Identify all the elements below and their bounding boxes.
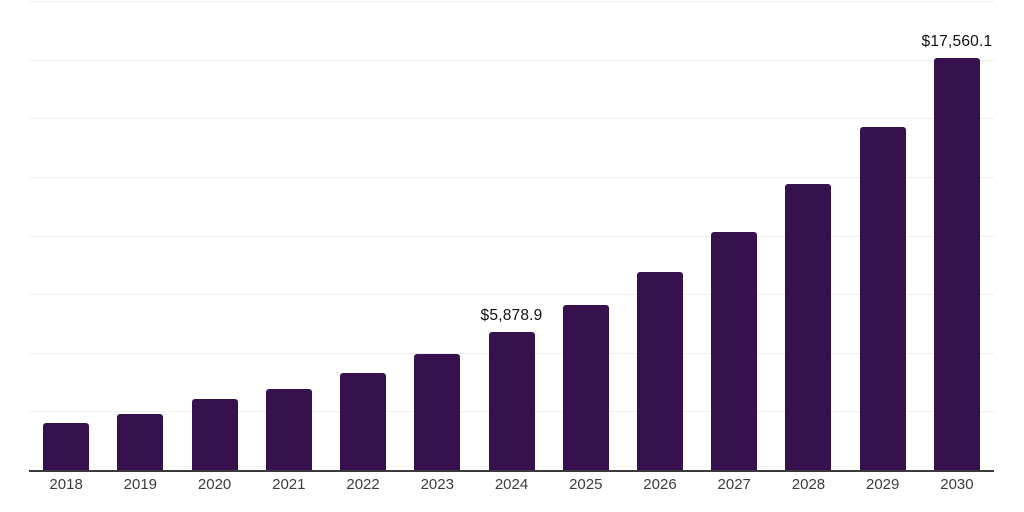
bar-value-label-2030: $17,560.1 xyxy=(921,33,993,51)
bar-slot: $17,560.1 xyxy=(920,1,994,470)
gridline xyxy=(29,118,994,120)
x-tick-label-2027: 2027 xyxy=(717,476,751,493)
x-tick-label-2030: 2030 xyxy=(940,476,974,493)
x-tick-label-2018: 2018 xyxy=(49,476,83,493)
gridline xyxy=(29,176,994,178)
bar-2021 xyxy=(265,389,312,470)
bar-slot xyxy=(103,1,177,470)
x-axis-labels: 2018 2019 2020 2021 2022 2023 2024 2025 2026 2027… xyxy=(29,476,994,493)
bar-2020 xyxy=(191,398,238,470)
bar-2019 xyxy=(117,414,164,470)
gridline xyxy=(29,59,994,61)
bar-slot xyxy=(326,1,400,470)
bar-2022 xyxy=(340,373,387,470)
bar-2026 xyxy=(636,271,683,470)
x-tick-label-2020: 2020 xyxy=(197,476,232,493)
x-tick-label-2023: 2023 xyxy=(420,476,454,493)
x-tick-label-2019: 2019 xyxy=(123,476,158,493)
bar-slot xyxy=(697,1,771,470)
gridline xyxy=(29,235,994,237)
x-tick-label-2022: 2022 xyxy=(346,476,380,493)
bar-2027 xyxy=(711,231,758,470)
plot-area: $5,878.9 $17,560.1 xyxy=(29,1,994,472)
bar-slot xyxy=(771,1,845,470)
bar-2028 xyxy=(785,184,832,470)
bar-slot xyxy=(177,1,251,470)
bar-2018 xyxy=(43,423,90,470)
bar-2029 xyxy=(859,127,906,470)
bars-layer: $5,878.9 $17,560.1 xyxy=(29,1,994,470)
x-tick-label-2024: 2024 xyxy=(494,476,529,493)
bar-slot xyxy=(549,1,623,470)
bar-slot xyxy=(252,1,326,470)
bar-2024 xyxy=(488,332,535,470)
x-tick-label-2021: 2021 xyxy=(272,476,306,493)
bar-2030 xyxy=(933,58,980,470)
bar-2025 xyxy=(562,304,609,470)
bar-slot: $5,878.9 xyxy=(474,1,548,470)
bar-slot xyxy=(29,1,103,470)
x-tick-label-2025: 2025 xyxy=(569,476,603,493)
bar-slot xyxy=(623,1,697,470)
bar-value-label-2024: $5,878.9 xyxy=(480,307,543,325)
gridline xyxy=(29,1,994,2)
bar-slot xyxy=(400,1,474,470)
x-tick-label-2026: 2026 xyxy=(643,476,677,493)
bar-2023 xyxy=(414,354,461,470)
gridline xyxy=(29,294,994,296)
bar-slot xyxy=(846,1,920,470)
x-tick-label-2029: 2029 xyxy=(866,476,900,493)
x-tick-label-2028: 2028 xyxy=(791,476,826,493)
